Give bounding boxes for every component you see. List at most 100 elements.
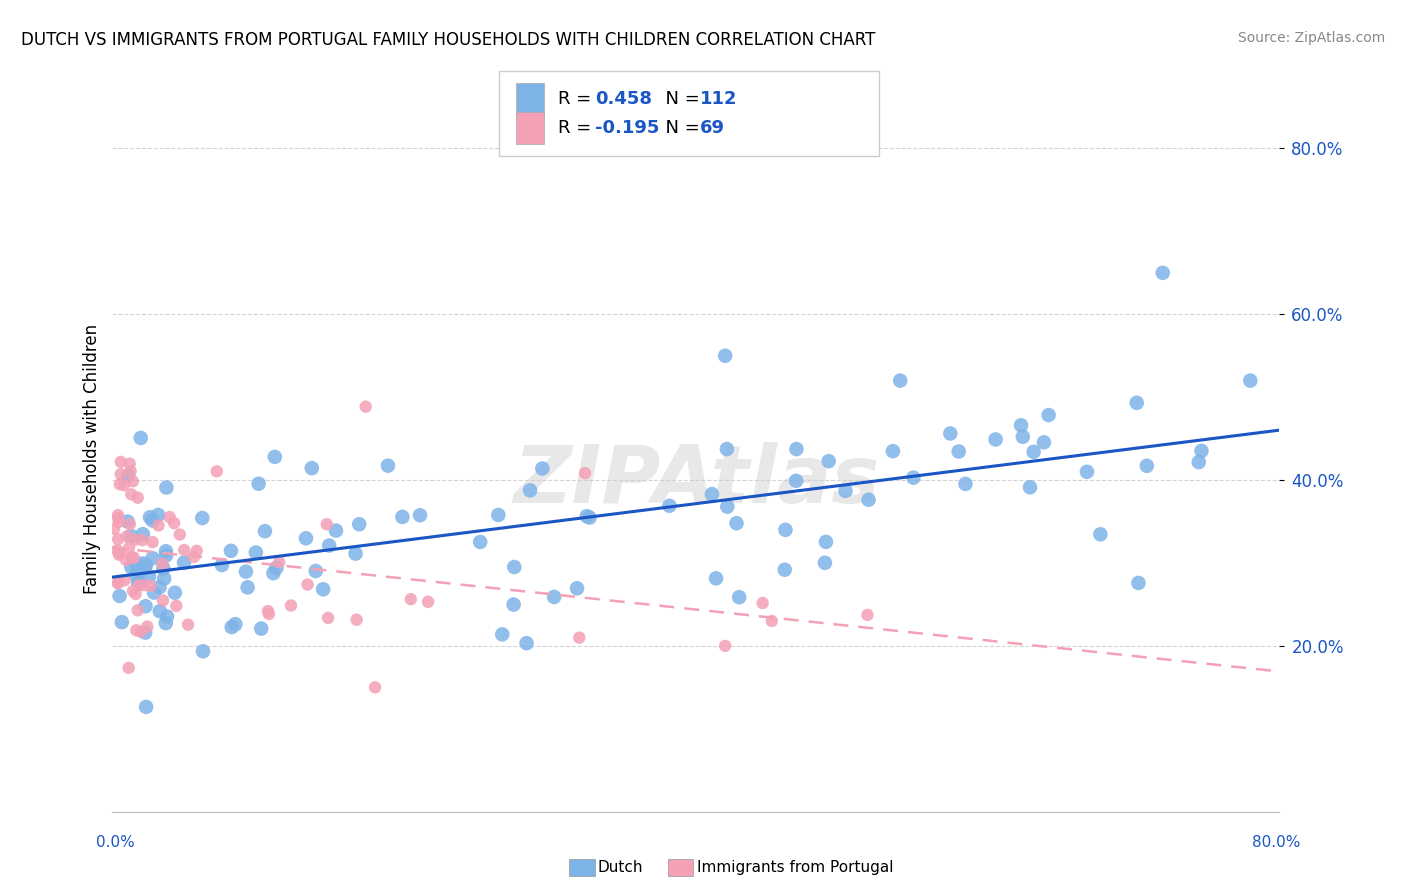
Point	[574, 466, 596, 480]
Point	[519, 483, 541, 498]
Point	[149, 604, 172, 618]
Point	[1191, 443, 1213, 458]
Point	[135, 599, 157, 614]
Point	[516, 636, 538, 650]
Point	[409, 508, 432, 523]
Point	[377, 458, 399, 473]
Point	[1032, 435, 1054, 450]
Point	[152, 593, 174, 607]
Point	[1038, 408, 1060, 422]
Point	[1239, 374, 1261, 388]
Point	[155, 616, 177, 631]
Text: R =: R =	[558, 119, 598, 137]
Point	[129, 431, 152, 445]
Point	[127, 603, 149, 617]
Point	[155, 544, 177, 558]
Point	[173, 543, 195, 558]
Text: N =: N =	[654, 90, 706, 109]
Point	[122, 584, 145, 599]
Point	[470, 535, 492, 549]
Point	[568, 631, 591, 645]
Point	[169, 527, 191, 541]
Point	[269, 555, 291, 569]
Point	[120, 464, 142, 478]
Point	[263, 450, 285, 464]
Text: Dutch: Dutch	[598, 860, 643, 874]
Point	[364, 681, 387, 695]
Point	[305, 564, 328, 578]
Point	[253, 524, 276, 538]
Point	[136, 619, 159, 633]
Text: -0.195: -0.195	[595, 119, 659, 137]
Point	[159, 510, 181, 524]
Point	[1188, 455, 1211, 469]
Point	[785, 442, 807, 456]
Point	[107, 511, 129, 525]
Point	[578, 510, 600, 524]
Point	[129, 624, 152, 639]
Point	[903, 470, 925, 484]
Point	[1019, 480, 1042, 494]
Point	[120, 560, 142, 574]
Point	[108, 548, 131, 562]
Point	[118, 457, 141, 471]
Text: N =: N =	[654, 119, 706, 137]
Point	[152, 561, 174, 575]
Point	[114, 574, 136, 588]
Point	[391, 509, 413, 524]
Point	[127, 578, 149, 592]
Point	[118, 661, 141, 675]
Point	[716, 500, 738, 514]
Point	[814, 556, 837, 570]
Point	[152, 557, 174, 571]
Point	[135, 700, 157, 714]
Point	[565, 582, 588, 596]
Point	[834, 483, 856, 498]
Point	[125, 624, 148, 638]
Point	[124, 533, 146, 547]
Point	[773, 563, 796, 577]
Point	[108, 589, 131, 603]
Point	[235, 565, 257, 579]
Point	[725, 516, 748, 531]
Point	[134, 578, 156, 592]
Point	[148, 580, 170, 594]
Point	[138, 569, 160, 583]
Point	[344, 547, 367, 561]
Point	[108, 477, 131, 491]
Point	[221, 620, 243, 634]
Point	[110, 455, 132, 469]
Point	[127, 575, 149, 590]
Point	[491, 627, 513, 641]
Point	[115, 553, 138, 567]
Point	[247, 476, 270, 491]
Point	[984, 433, 1007, 447]
Point	[118, 517, 141, 532]
Point	[112, 478, 135, 492]
Point	[120, 529, 142, 543]
Point	[236, 580, 259, 594]
Point	[121, 550, 143, 565]
Point	[191, 511, 214, 525]
Point	[111, 615, 134, 629]
Point	[262, 566, 284, 581]
Point	[117, 468, 139, 483]
Point	[301, 461, 323, 475]
Point	[107, 576, 129, 591]
Point	[297, 577, 319, 591]
Point	[948, 444, 970, 458]
Text: 0.458: 0.458	[595, 90, 652, 109]
Point	[165, 599, 187, 613]
Point	[173, 556, 195, 570]
Point	[219, 543, 242, 558]
Point	[714, 639, 737, 653]
Point	[131, 533, 153, 548]
Point	[186, 544, 208, 558]
Point	[124, 587, 146, 601]
Point	[312, 582, 335, 597]
Point	[503, 560, 526, 574]
Point	[939, 426, 962, 441]
Point	[127, 491, 149, 505]
Point	[775, 523, 797, 537]
Point	[1125, 396, 1147, 410]
